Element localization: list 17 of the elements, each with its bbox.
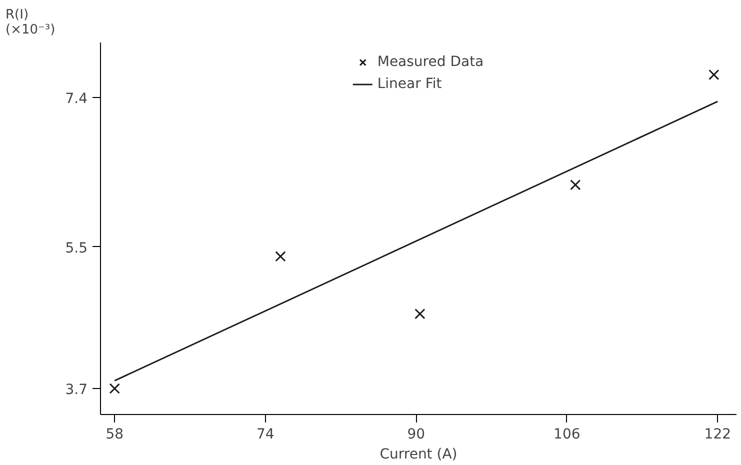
y-tick-label: 5.5: [65, 240, 88, 256]
y-axis-title: R(I) (×10⁻³): [6, 8, 56, 38]
x-tick-label: 90: [407, 426, 426, 442]
point: [414, 308, 426, 320]
legend-label: Linear Fit: [377, 76, 442, 92]
legend-label: Measured Data: [377, 54, 484, 70]
x-tick-label: 106: [554, 426, 580, 442]
x-tick-label: 58: [106, 426, 124, 442]
point: [708, 69, 720, 80]
y-tick-label: 3.7: [65, 382, 88, 398]
x-tick-label: 122: [704, 426, 732, 442]
point: [275, 251, 286, 262]
x-axis-title: Current (A): [380, 446, 458, 462]
y-tick-label: 7.4: [65, 91, 88, 108]
point: [109, 383, 120, 394]
point: [570, 180, 581, 190]
x-tick-label: 74: [256, 426, 274, 442]
